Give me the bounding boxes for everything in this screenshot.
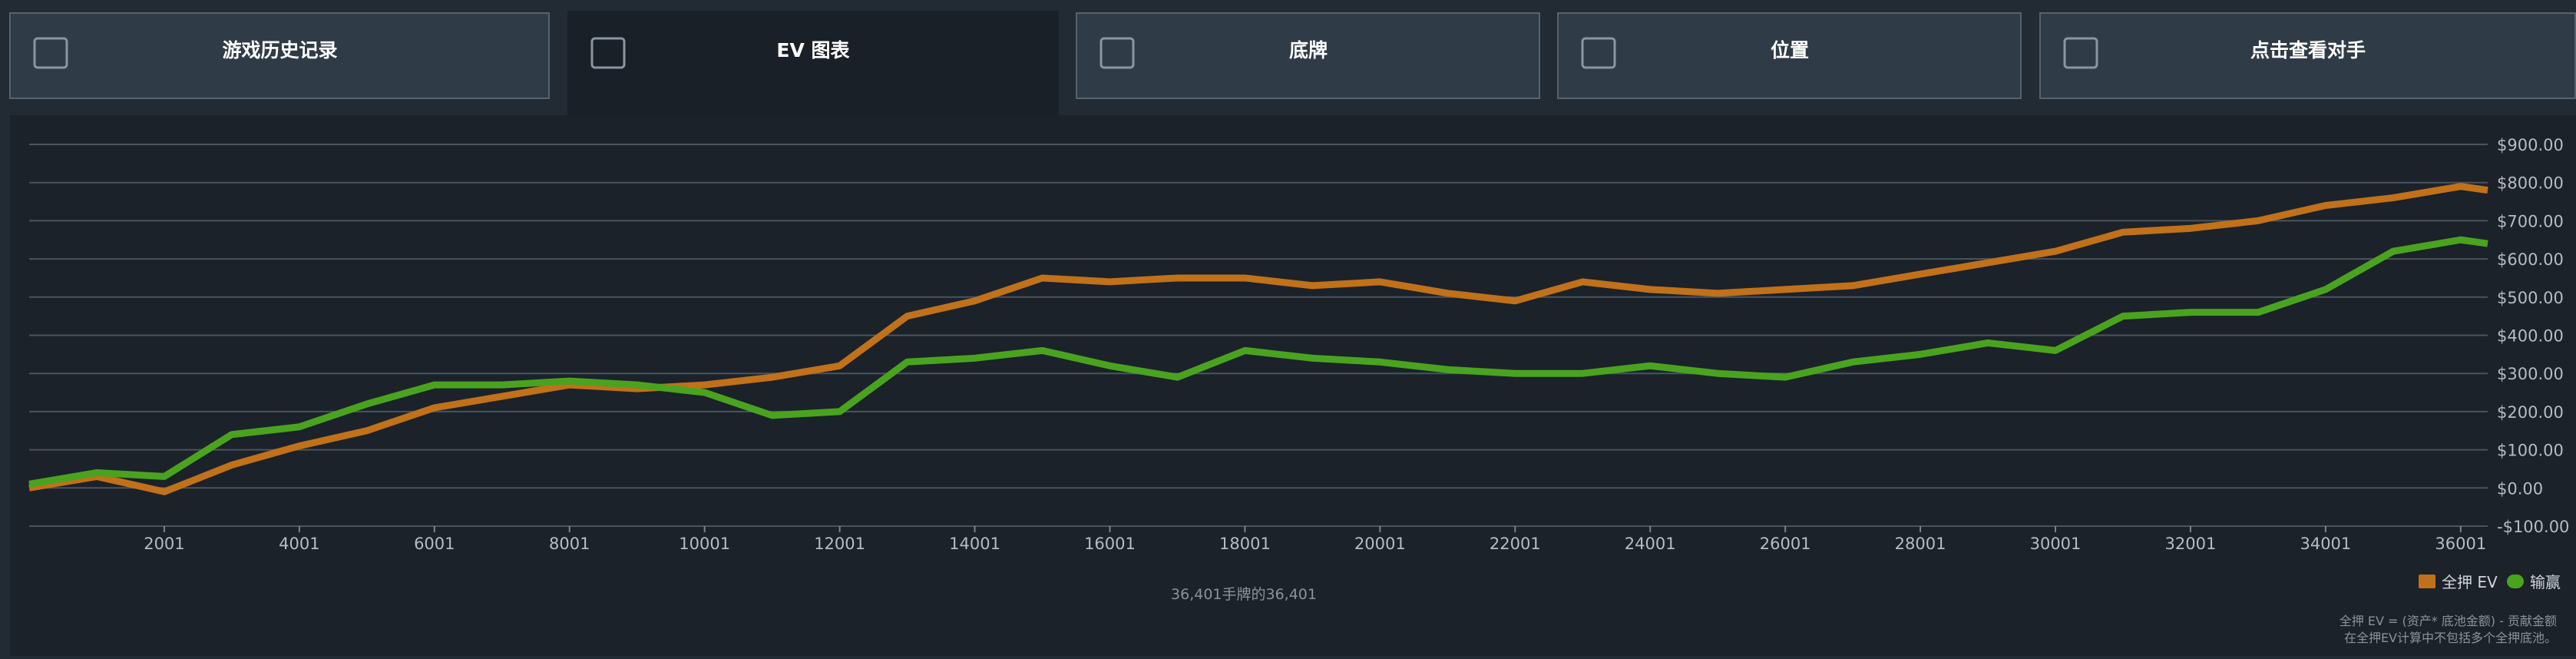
x-tick-label: 16001 [1084, 535, 1136, 553]
tab-label[interactable]: 点击查看对手 [2250, 39, 2366, 61]
x-tick-label: 12001 [814, 535, 865, 553]
x-tick-label: 28001 [1895, 535, 1946, 553]
chart-panel [10, 115, 2576, 656]
y-tick-label: -$100.00 [2497, 518, 2569, 536]
x-tick-label: 8001 [549, 535, 590, 553]
active-tab-bg [567, 11, 1059, 118]
tab-label[interactable]: 位置 [1771, 39, 1809, 61]
x-tick-label: 22001 [1490, 535, 1541, 553]
tab-icon [1581, 37, 1616, 69]
y-tick-label: $500.00 [2497, 289, 2564, 307]
x-tick-label: 10001 [679, 535, 730, 553]
note: 在全押EV计算中不包括多个全押底池。 [2344, 631, 2557, 645]
tab[interactable] [1076, 12, 1540, 99]
y-tick-label: $100.00 [2497, 442, 2564, 460]
x-tick-label: 26001 [1760, 535, 1811, 553]
y-tick-label: $200.00 [2497, 403, 2564, 422]
y-tick-label: $400.00 [2497, 327, 2564, 346]
legend-label[interactable]: 全押 EV [2442, 573, 2498, 591]
x-tick-label: 6001 [414, 535, 455, 553]
tab-label[interactable]: 游戏历史记录 [222, 39, 337, 61]
tab-icon [590, 37, 626, 69]
tab-label[interactable]: EV 图表 [776, 39, 850, 61]
x-tick-label: 32001 [2165, 535, 2217, 553]
tab[interactable] [2039, 12, 2576, 99]
y-tick-label: $900.00 [2497, 136, 2564, 154]
legend-swatch [2419, 575, 2435, 588]
x-tick-label: 36001 [2435, 535, 2486, 553]
y-tick-label: $700.00 [2497, 212, 2564, 230]
legend-label[interactable]: 输赢 [2530, 573, 2561, 591]
note: 全押 EV = (资产* 底池金额) - 贡献金额 [2340, 614, 2557, 628]
y-tick-label: $0.00 [2497, 479, 2543, 498]
tab[interactable] [1557, 12, 2022, 99]
x-tick-label: 2001 [144, 535, 184, 553]
x-tick-label: 34001 [2300, 535, 2351, 553]
tab[interactable] [9, 12, 550, 99]
y-tick-label: $800.00 [2497, 174, 2564, 193]
tab-label[interactable]: 底牌 [1289, 39, 1328, 61]
tab-icon [1100, 37, 1135, 69]
series-line [28, 236, 2488, 488]
y-tick-label: $600.00 [2497, 250, 2564, 269]
x-tick-label: 24001 [1625, 535, 1676, 553]
legend-swatch [2507, 575, 2524, 588]
x-tick-label: 4001 [279, 535, 319, 553]
tab-icon [33, 37, 68, 69]
x-tick-label: 18001 [1219, 535, 1271, 553]
x-tick-label: 30001 [2030, 535, 2082, 553]
x-tick-label: 20001 [1354, 535, 1406, 553]
y-tick-label: $300.00 [2497, 365, 2564, 383]
series-line [28, 183, 2488, 495]
footer: 36,401手牌的36,401 [1171, 586, 1317, 603]
tab-icon [2063, 37, 2098, 69]
x-tick-label: 14001 [949, 535, 1000, 553]
